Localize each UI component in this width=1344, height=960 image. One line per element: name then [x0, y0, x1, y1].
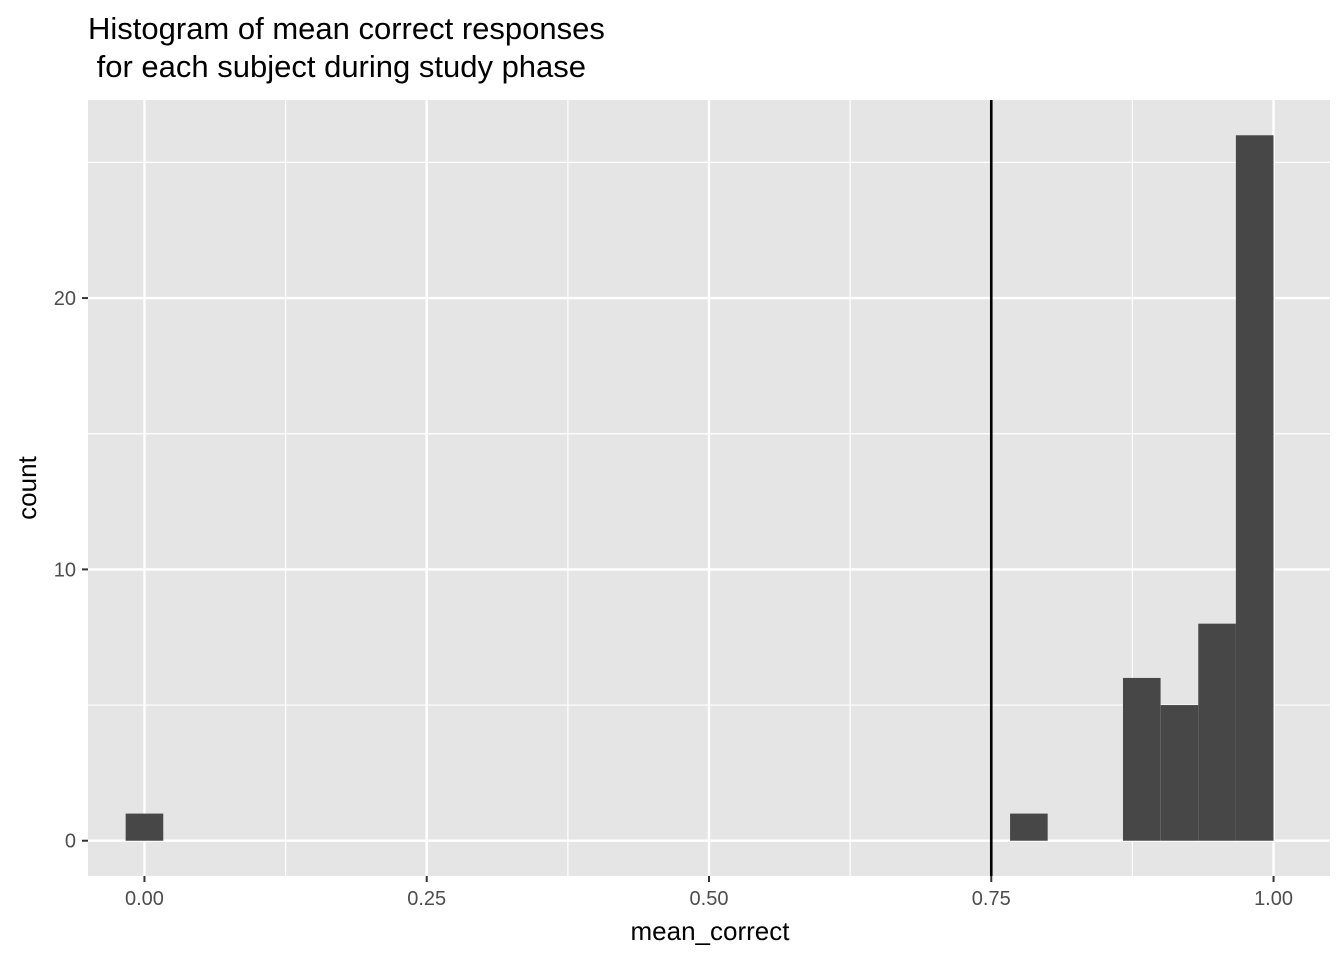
- y-axis: 0 10 20: [54, 288, 88, 853]
- y-tick-label: 10: [54, 559, 76, 581]
- chart-title: Histogram of mean correct responses for …: [88, 11, 605, 84]
- x-tick-label: 0.00: [125, 888, 164, 910]
- y-axis-title: count: [12, 455, 42, 519]
- histogram-bar: [1160, 705, 1199, 841]
- histogram-bar: [1010, 813, 1048, 841]
- histogram-bar: [1122, 677, 1161, 841]
- x-axis-title: mean_correct: [631, 916, 791, 946]
- x-tick-label: 1.00: [1254, 888, 1293, 910]
- x-tick-label: 0.50: [690, 888, 729, 910]
- histogram-bars: [125, 135, 1274, 841]
- y-tick-label: 20: [54, 288, 76, 310]
- histogram-bar: [1198, 623, 1236, 841]
- x-tick-label: 0.75: [972, 888, 1011, 910]
- histogram-bar: [125, 813, 164, 841]
- x-axis: 0.00 0.25 0.50 0.75 1.00: [125, 876, 1293, 910]
- y-tick-label: 0: [65, 831, 76, 853]
- histogram-bar: [1235, 135, 1274, 841]
- x-tick-label: 0.25: [407, 888, 446, 910]
